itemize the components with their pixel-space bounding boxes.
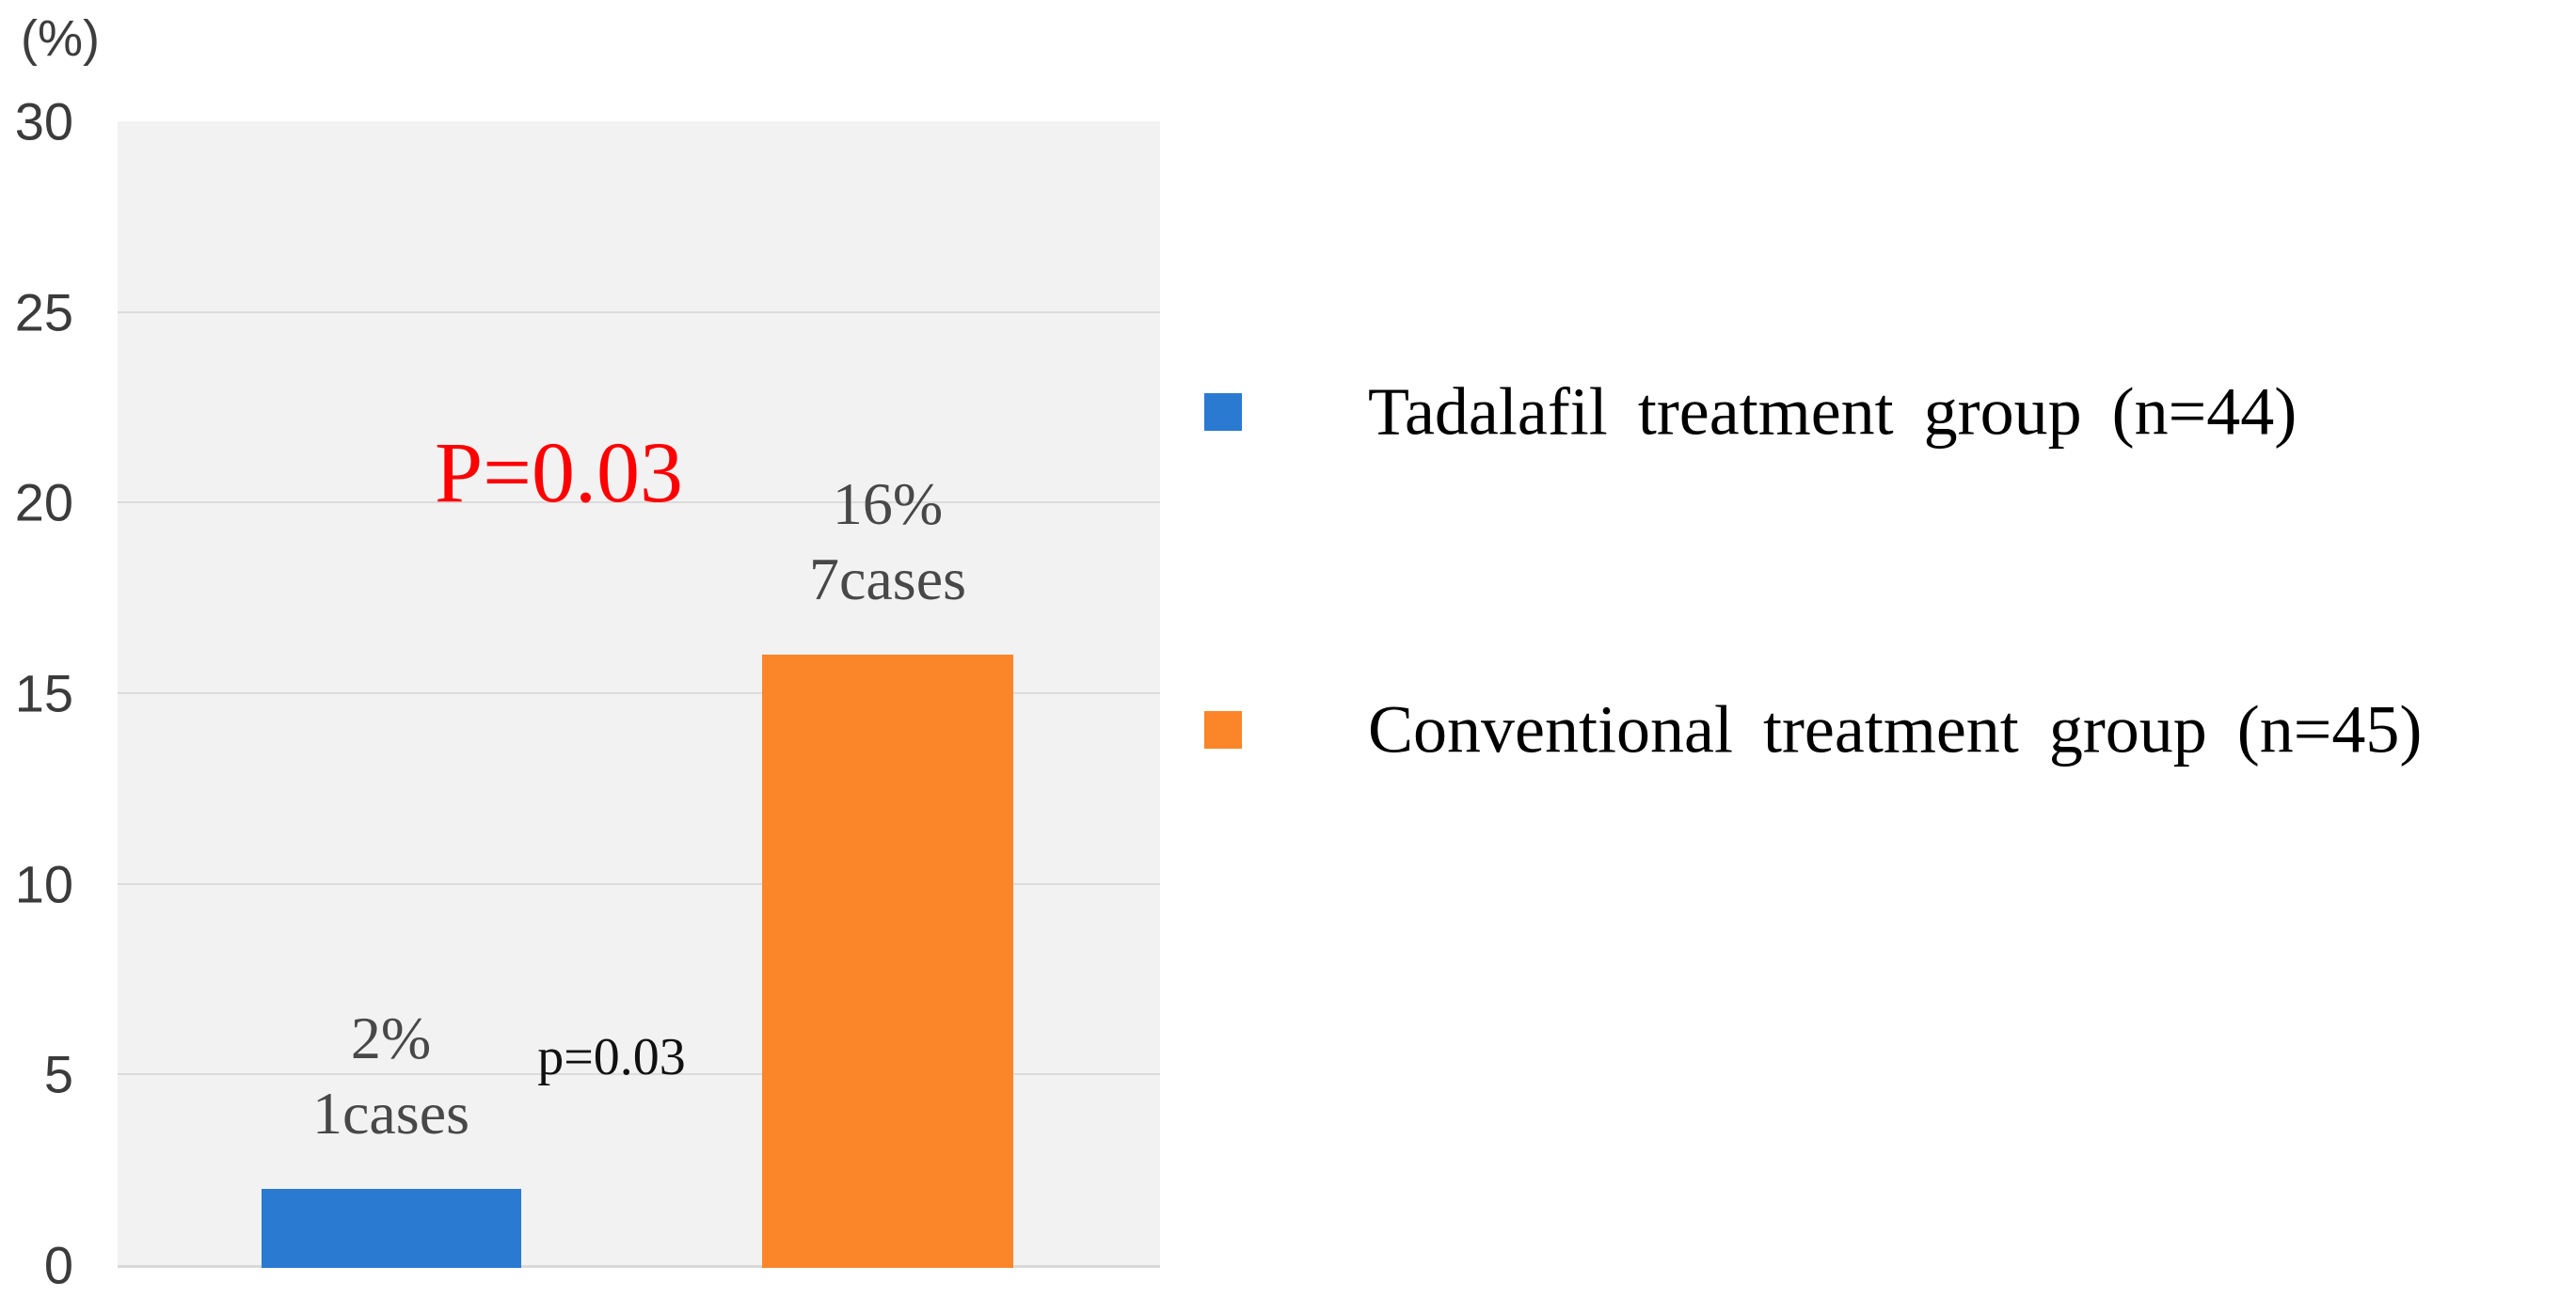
y-tick-label: 15 xyxy=(14,663,73,723)
legend-label-conventional: Conventional treatment group (n=45) xyxy=(1368,691,2423,768)
p-value-annotation-small: p=0.03 xyxy=(537,1028,686,1086)
y-tick-label: 20 xyxy=(14,472,73,532)
legend-label-tadalafil: Tadalafil treatment group (n=44) xyxy=(1368,373,2298,450)
plot-area xyxy=(118,121,1160,1268)
y-tick-label: 25 xyxy=(14,282,73,342)
y-tick-label: 30 xyxy=(14,91,73,151)
gridline xyxy=(118,882,1160,885)
bar-label-block: 16% 7cases xyxy=(809,467,966,617)
y-axis-unit-label: (%) xyxy=(21,10,100,67)
gridline xyxy=(118,1073,1160,1076)
y-tick-label: 5 xyxy=(43,1044,73,1104)
bar-cases-label: 7cases xyxy=(808,546,967,613)
bar-label-block: 2% 1cases xyxy=(312,1001,469,1151)
bar-conventional xyxy=(762,655,1013,1268)
bar-percent-label: 2% xyxy=(350,1004,432,1071)
bar-cases-label: 1cases xyxy=(311,1079,470,1147)
bar-tadalafil xyxy=(261,1188,521,1268)
gridline xyxy=(118,692,1160,694)
y-tick-label: 10 xyxy=(14,854,73,914)
bar-percent-label: 16% xyxy=(832,470,944,538)
legend-swatch-blue-icon xyxy=(1204,393,1242,431)
y-tick-label: 0 xyxy=(43,1235,73,1295)
gridline xyxy=(118,501,1160,504)
p-value-annotation-large: P=0.03 xyxy=(434,424,684,520)
gridline xyxy=(118,310,1160,313)
legend-swatch-orange-icon xyxy=(1204,711,1242,749)
